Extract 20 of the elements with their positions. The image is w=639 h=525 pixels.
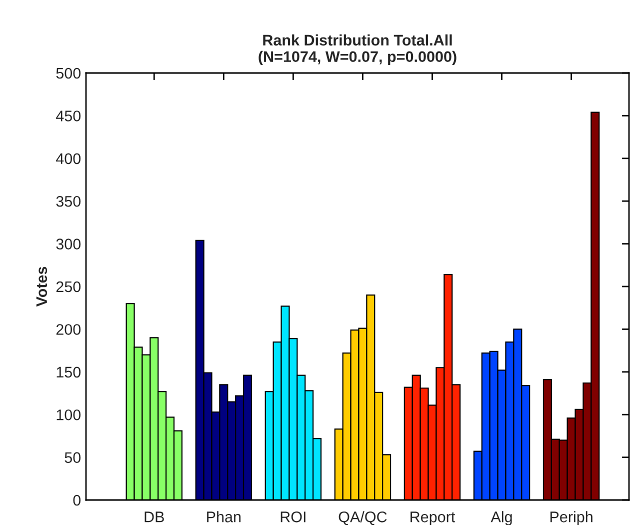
y-axis-title: Votes	[36, 266, 48, 307]
y-tick-label: 250	[56, 281, 81, 292]
x-tick-label: QA/QC	[338, 511, 387, 525]
x-tick-label: ROI	[280, 512, 306, 522]
y-tick-label: 50	[64, 452, 81, 463]
y-tick-label: 450	[56, 110, 81, 122]
x-tick-label: DB	[144, 512, 164, 522]
y-tick-label: 350	[56, 196, 81, 207]
y-tick-label: 300	[56, 238, 81, 250]
y-tick-label: 0	[73, 494, 81, 506]
y-tick-label: 150	[56, 366, 81, 378]
y-tick-label: 200	[56, 324, 81, 335]
y-tick-label: 400	[56, 153, 81, 164]
chart-title: Rank Distribution Total.All (N=1074, W=0.07, p=0.0000)	[258, 34, 456, 66]
y-tick-label: 100	[56, 409, 81, 420]
x-tick-label: Report	[410, 512, 456, 525]
x-tick-label: Periph	[550, 511, 592, 525]
x-tick-label: Phan	[207, 511, 241, 522]
y-tick-label: 500	[56, 68, 81, 79]
x-tick-label: Alg	[490, 511, 512, 525]
